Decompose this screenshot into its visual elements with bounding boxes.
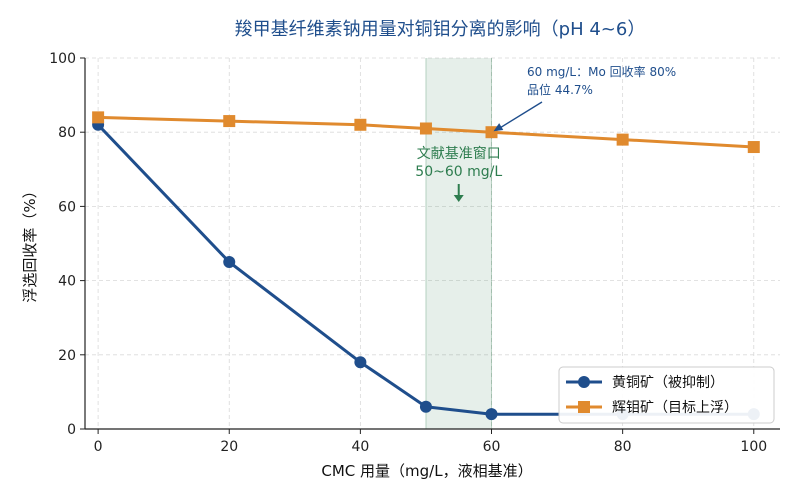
series-point-1 <box>485 126 498 139</box>
series-point-1 <box>616 133 629 146</box>
series-point-1 <box>419 122 432 135</box>
x-tick-label: 20 <box>220 439 238 455</box>
highlight-band <box>425 58 493 429</box>
x-tick-label: 100 <box>740 439 767 455</box>
legend-marker <box>578 401 590 413</box>
x-axis-title: CMC 用量（mg/L，液相基准） <box>321 462 532 480</box>
legend-box <box>558 366 775 424</box>
x-tick-label: 60 <box>483 439 501 455</box>
window-arrow-head <box>453 195 464 202</box>
legend-label: 黄铜矿（被抑制） <box>612 374 724 391</box>
y-tick-label: 0 <box>67 422 76 438</box>
callout-arrow-shaft <box>499 101 543 129</box>
series-point-1 <box>223 115 236 128</box>
x-tick-label: 0 <box>94 439 103 455</box>
series-point-0 <box>485 408 498 421</box>
series-point-0 <box>223 256 236 269</box>
window-band <box>425 58 492 429</box>
chart-title: 羧甲基纤维素钠用量对铜钼分离的影响（pH 4~6） <box>235 19 646 40</box>
legend-label: 辉钼矿（目标上浮） <box>612 400 738 416</box>
y-tick-label: 20 <box>58 348 76 364</box>
x-tick-label: 40 <box>351 439 369 455</box>
series-point-0 <box>419 400 432 413</box>
series-point-1 <box>354 118 367 131</box>
callout-text: 品位 44.7% <box>527 82 593 97</box>
series-point-0 <box>354 356 367 369</box>
y-axis-title: 浮选回收率（%） <box>21 183 39 302</box>
window-label: 50~60 mg/L <box>415 164 502 180</box>
callout-text: 60 mg/L：Mo 回收率 80% <box>527 64 676 79</box>
series-point-1 <box>92 111 105 124</box>
y-tick-label: 80 <box>58 125 76 141</box>
x-tick-label: 80 <box>614 439 632 455</box>
window-label: 文献基准窗口 <box>417 145 501 162</box>
annotations: 文献基准窗口 50~60 mg/L 60 mg/L：Mo 回收率 80% 品位 44.… <box>415 64 676 202</box>
y-tick-label: 40 <box>58 274 76 290</box>
tick-labels: 0 20 40 60 80 100 0 20 40 60 80 100 <box>49 51 767 455</box>
axes <box>84 58 780 430</box>
legend-marker <box>578 376 590 388</box>
y-tick-label: 60 <box>58 199 76 215</box>
callout-arrow-head <box>493 123 504 132</box>
series-point-1 <box>747 141 760 154</box>
y-tick-label: 100 <box>49 51 76 67</box>
legend: 黄铜矿（被抑制） 辉钼矿（目标上浮） <box>558 366 775 424</box>
